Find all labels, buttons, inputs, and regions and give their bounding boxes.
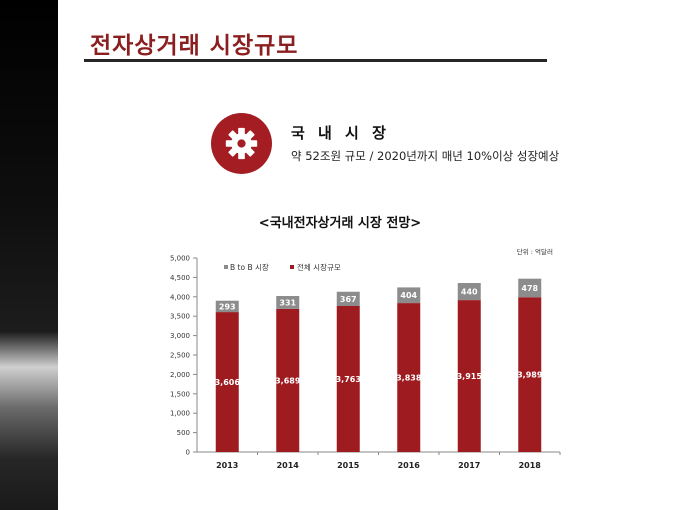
data-label-b2b: 440 [461,288,478,297]
bar-total-market [276,308,300,452]
legend-label-b2b: B to B 시장 [230,262,269,272]
data-label-b2b: 478 [521,284,538,293]
data-label-total: 3,763 [336,375,361,384]
legend-label-total: 전체 시장규모 [297,262,341,272]
y-tick-label: 500 [177,429,190,437]
x-tick-label: 2013 [216,461,238,470]
legend-swatch-total [290,265,294,269]
bar-total-market [336,305,360,452]
y-tick-label: 4,500 [170,274,190,282]
y-tick-label: 3,500 [170,313,190,321]
data-label-b2b: 331 [279,298,296,307]
chart-title: <국내전자상거래 시장 전망> [258,216,422,231]
bar-total-market [457,300,481,452]
bar-total-market [518,297,542,452]
info-description: 약 52조원 규모 / 2020년까지 매년 10%이상 성장예상 [291,149,560,163]
bar-total-market [397,303,421,452]
data-label-total: 3,838 [396,374,422,383]
data-label-total: 3,915 [457,372,483,381]
unit-label: 단위 : 억달러 [517,247,553,256]
bar-b2b-market [518,278,542,298]
page-title: 전자상거래 시장규모 [90,33,299,59]
legend-swatch-b2b [224,265,228,269]
y-tick-label: 1,500 [170,390,190,398]
y-tick-label: 0 [186,449,190,457]
y-tick-label: 2,000 [170,371,190,379]
info-heading: 국 내 시 장 [291,124,390,142]
bar-b2b-market [215,300,239,313]
data-label-b2b: 404 [400,291,417,300]
y-tick-label: 4,000 [170,293,190,301]
y-tick-label: 2,500 [170,352,190,360]
y-tick-label: 1,000 [170,410,190,418]
x-tick-label: 2015 [337,461,360,470]
gear-icon [225,127,258,160]
bar-total-market [215,312,239,452]
y-tick-label: 5,000 [170,255,190,263]
bar-b2b-market [276,296,300,309]
bar-b2b-market [457,283,481,301]
title-underline [84,59,547,62]
info-icon-circle [211,113,272,174]
data-label-b2b: 367 [340,295,357,304]
data-label-total: 3,689 [275,376,301,385]
data-label-b2b: 293 [219,302,236,311]
data-label-total: 3,606 [215,378,241,387]
bar-b2b-market [397,287,421,304]
x-tick-label: 2016 [398,461,421,470]
bar-b2b-market [336,291,360,306]
left-decorative-strip [0,0,58,510]
x-tick-label: 2017 [458,461,480,470]
y-tick-label: 3,000 [170,332,190,340]
x-tick-label: 2018 [519,461,542,470]
x-tick-label: 2014 [277,461,300,470]
data-label-total: 3,989 [517,371,543,380]
